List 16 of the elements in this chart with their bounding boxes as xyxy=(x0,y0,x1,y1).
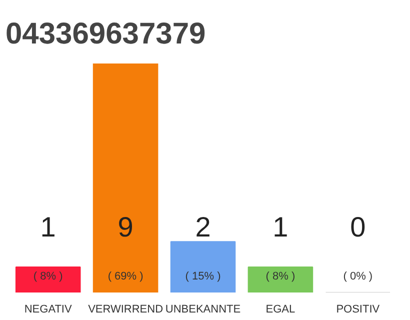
annotation: ( 15% ) xyxy=(185,270,221,282)
annotation: ( 69% ) xyxy=(108,270,144,282)
annotation: ( 8% ) xyxy=(33,270,63,282)
x-tick-label: POSITIV xyxy=(336,304,380,316)
data-label: 2 xyxy=(195,211,211,242)
annotation: ( 0% ) xyxy=(343,270,373,282)
data-label: 1 xyxy=(272,211,288,242)
data-label: 0 xyxy=(350,211,366,242)
data-label: 9 xyxy=(118,211,134,242)
x-tick-label: EGAL xyxy=(266,304,296,316)
x-tick-label: UNBEKANNTE xyxy=(165,304,241,316)
x-tick-label: NEGATIV xyxy=(24,304,72,316)
chart-title: 043369637379 xyxy=(6,18,206,50)
annotation: ( 8% ) xyxy=(266,270,296,282)
data-label: 1 xyxy=(40,211,56,242)
x-tick-label: VERWIRREND xyxy=(88,304,164,316)
